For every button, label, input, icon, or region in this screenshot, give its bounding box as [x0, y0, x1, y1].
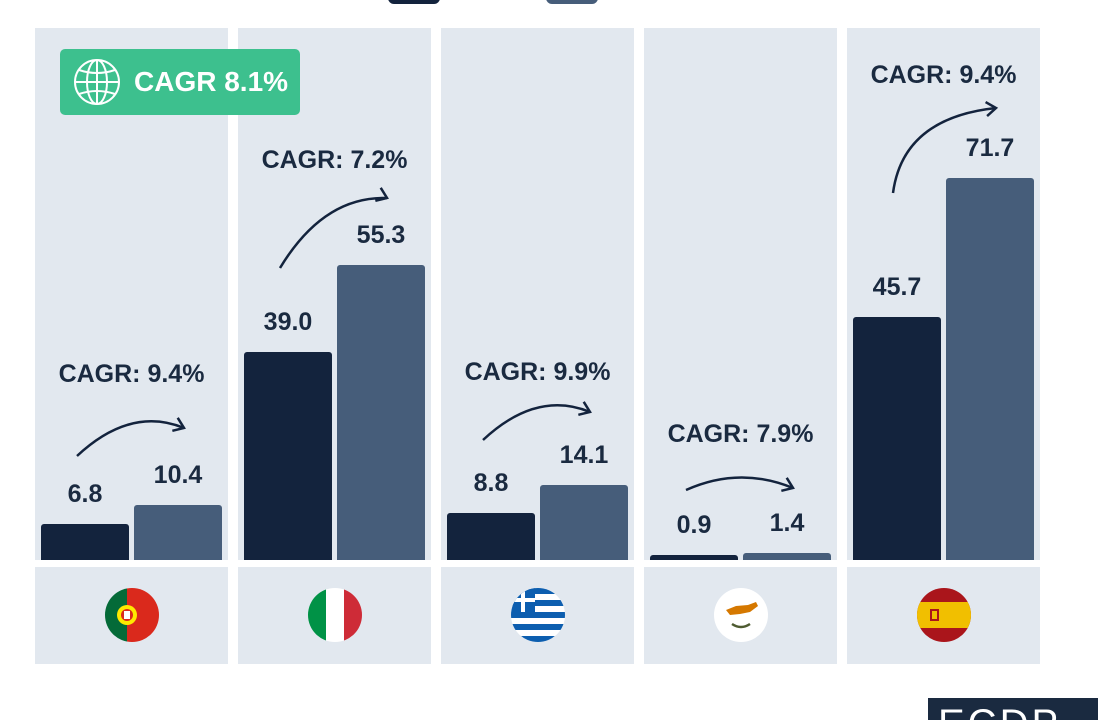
flag-box-portugal	[35, 567, 228, 664]
brand-logo: ECDP	[928, 698, 1098, 720]
data-label-cyprus-2: 1.4	[769, 508, 805, 537]
panel-greece	[441, 28, 634, 560]
cyprus-flag-icon	[714, 588, 768, 642]
data-label-greece-2: 14.1	[559, 440, 609, 469]
bar-greece-2	[540, 484, 628, 560]
overall-cagr-text: CAGR 8.1%	[134, 66, 289, 97]
bar-portugal-1	[41, 523, 129, 560]
italy-flag-icon	[308, 588, 362, 642]
flag-box-spain	[847, 567, 1040, 664]
panel-cyprus	[644, 28, 837, 560]
data-label-greece-1: 8.8	[473, 469, 509, 498]
bar-portugal-2	[134, 504, 222, 560]
legend-swatch-series-2	[546, 0, 598, 4]
legend-swatch-series-1	[388, 0, 440, 4]
cagr-label-italy: CAGR: 7.2%	[261, 146, 408, 174]
bar-cyprus-2	[743, 552, 831, 560]
greece-flag-icon	[511, 588, 565, 642]
overall-cagr-badge: CAGR 8.1%	[60, 49, 300, 115]
flag-box-cyprus	[644, 567, 837, 664]
flag-box-italy	[238, 567, 431, 664]
bar-greece-1	[447, 513, 535, 560]
bar-spain-2	[946, 178, 1034, 560]
cagr-label-cyprus: CAGR: 7.9%	[667, 420, 814, 448]
data-label-spain-1: 45.7	[872, 272, 922, 301]
bar-spain-1	[853, 316, 941, 560]
bar-italy-1	[244, 352, 332, 560]
globe-icon	[74, 59, 120, 105]
data-label-italy-1: 39.0	[263, 308, 313, 337]
cagr-label-greece: CAGR: 9.9%	[464, 358, 611, 386]
cagr-label-portugal: CAGR: 9.4%	[58, 360, 205, 388]
panel-portugal	[35, 28, 228, 560]
data-label-italy-2: 55.3	[356, 221, 406, 250]
bar-cyprus-1	[650, 555, 738, 560]
data-label-spain-2: 71.7	[965, 134, 1015, 162]
data-label-portugal-2: 10.4	[153, 460, 203, 489]
data-label-cyprus-1: 0.9	[676, 511, 712, 540]
bar-italy-2	[337, 265, 425, 560]
cagr-label-spain: CAGR: 9.4%	[870, 61, 1017, 89]
data-label-portugal-1: 6.8	[67, 479, 103, 508]
brand-logo-letters: ECDP	[938, 702, 1061, 720]
flag-box-greece	[441, 567, 634, 664]
spain-flag-icon	[917, 588, 971, 642]
